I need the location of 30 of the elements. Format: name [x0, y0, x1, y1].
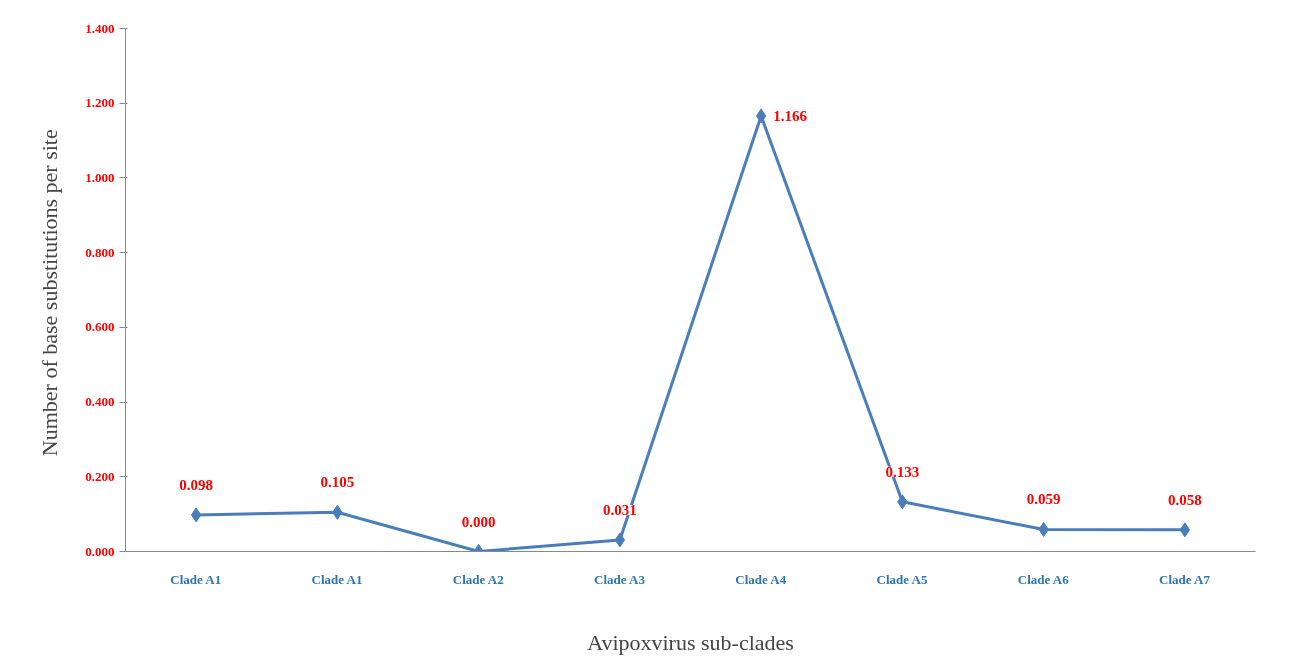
data-label: 0.059: [1026, 491, 1061, 508]
y-tick-label: 0.000: [85, 543, 115, 559]
point: [614, 532, 626, 548]
y-tick-label: 0.400: [85, 394, 115, 410]
x-tick-label: Clade A1: [311, 571, 363, 587]
y-tick-label: 1.200: [85, 95, 115, 111]
y-tick-label: 0.200: [85, 468, 115, 484]
data-label: 0.105: [320, 474, 355, 491]
y-tick-label: 1.400: [85, 20, 115, 36]
y-axis-title: Number of base substitutions per site: [37, 129, 63, 457]
data-label: 0.098: [179, 476, 213, 493]
y-tick-label: 0.800: [85, 244, 115, 260]
point: [1179, 522, 1191, 538]
x-tick-label: Clade A4: [735, 571, 787, 587]
x-tick-label: Clade A7: [1159, 571, 1211, 587]
data-label: 0.031: [603, 501, 637, 518]
data-label: 0.133: [885, 463, 920, 480]
y-tick-label: 1.000: [85, 169, 115, 185]
x-tick-label: Clade A2: [452, 571, 504, 587]
point: [190, 507, 202, 523]
x-axis-title: Avipoxvirus sub-clades: [587, 629, 794, 655]
data-label: 0.058: [1168, 491, 1202, 508]
x-tick-label: Clade A3: [594, 571, 646, 587]
x-tick-label: Clade A6: [1017, 571, 1070, 587]
data-label: 0.000: [461, 513, 496, 530]
y-tick-label: 0.600: [85, 319, 115, 335]
point: [755, 108, 767, 124]
data-label: 1.166: [773, 107, 808, 124]
x-tick-label: Clade A1: [170, 571, 222, 587]
x-tick-label: Clade A5: [876, 571, 928, 587]
